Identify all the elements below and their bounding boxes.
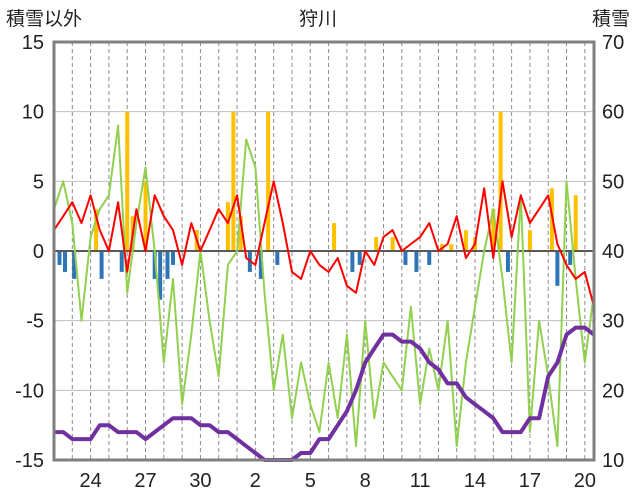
precip_negative-bar bbox=[72, 251, 77, 279]
left-tick-label: -5 bbox=[26, 311, 44, 333]
right-tick-label: 40 bbox=[602, 241, 624, 263]
left-axis-label: 積雪以外 bbox=[6, 9, 83, 30]
precip_negative-bar bbox=[170, 251, 175, 265]
precip_positive-bar bbox=[125, 111, 130, 252]
precip_positive-bar bbox=[225, 202, 230, 251]
precip_negative-bar bbox=[403, 251, 408, 265]
precip_negative-bar bbox=[119, 251, 124, 272]
x-tick-label: 14 bbox=[464, 470, 486, 492]
left-tick-label: 15 bbox=[22, 32, 44, 54]
x-tick-label: 30 bbox=[189, 470, 211, 492]
precip_negative-bar bbox=[152, 251, 157, 279]
precip_positive-bar bbox=[266, 111, 271, 252]
right-tick-label: 30 bbox=[602, 311, 624, 333]
right-tick-label: 10 bbox=[602, 450, 624, 472]
precip_positive-bar bbox=[94, 209, 99, 251]
precip_positive-bar bbox=[527, 230, 532, 251]
x-tick-label: 24 bbox=[79, 470, 101, 492]
precip_positive-bar bbox=[231, 111, 236, 252]
precip_negative-bar bbox=[350, 251, 355, 272]
x-tick-label: 5 bbox=[305, 470, 316, 492]
precip_negative-bar bbox=[62, 251, 67, 272]
precip_positive-bar bbox=[374, 237, 379, 251]
x-tick-label: 27 bbox=[134, 470, 156, 492]
green-series-line bbox=[53, 124, 595, 448]
precip_negative-bar bbox=[158, 251, 163, 300]
precip_negative-bar bbox=[414, 251, 419, 272]
x-tick-label: 8 bbox=[360, 470, 371, 492]
precip_negative-bar bbox=[275, 251, 280, 265]
right-tick-label: 20 bbox=[602, 380, 624, 402]
temperature-line bbox=[53, 180, 595, 307]
left-tick-label: -15 bbox=[15, 450, 44, 472]
precip_negative-bar bbox=[555, 251, 560, 286]
right-axis-label: 積雪 bbox=[591, 9, 630, 30]
precip_positive-bar bbox=[498, 111, 503, 252]
precip_positive-bar bbox=[238, 216, 243, 251]
plot-frame bbox=[52, 40, 596, 462]
precip_negative-bar bbox=[165, 251, 170, 279]
precip_negative-bar bbox=[357, 251, 362, 265]
x-tick-label: 20 bbox=[574, 470, 596, 492]
precip_positive-bar bbox=[573, 195, 578, 251]
right-tick-label: 70 bbox=[602, 32, 624, 54]
precip_negative-bar bbox=[568, 251, 573, 265]
left-tick-label: -10 bbox=[15, 380, 44, 402]
x-tick-label: 17 bbox=[519, 470, 541, 492]
left-tick-label: 10 bbox=[22, 102, 44, 124]
precip_positive-bar bbox=[143, 181, 148, 251]
precip_negative-bar bbox=[57, 251, 62, 265]
right-tick-label: 50 bbox=[602, 171, 624, 193]
precip_positive-bar bbox=[449, 244, 454, 251]
precip_positive-bar bbox=[491, 209, 496, 251]
left-tick-label: 0 bbox=[33, 241, 44, 263]
snow-depth-line bbox=[54, 325, 596, 462]
precip_positive-bar bbox=[463, 230, 468, 251]
precip_negative-bar bbox=[505, 251, 510, 272]
chart-title: 狩川 bbox=[298, 9, 337, 30]
x-tick-label: 11 bbox=[410, 470, 431, 492]
precip_positive-bar bbox=[332, 223, 337, 251]
precip_positive-bar bbox=[390, 237, 395, 251]
precip_negative-bar bbox=[258, 251, 263, 279]
left-tick-label: 5 bbox=[33, 171, 44, 193]
precip_negative-bar bbox=[99, 251, 104, 279]
x-tick-label: 2 bbox=[250, 470, 261, 492]
precip_negative-bar bbox=[427, 251, 432, 265]
right-tick-label: 60 bbox=[602, 102, 624, 124]
